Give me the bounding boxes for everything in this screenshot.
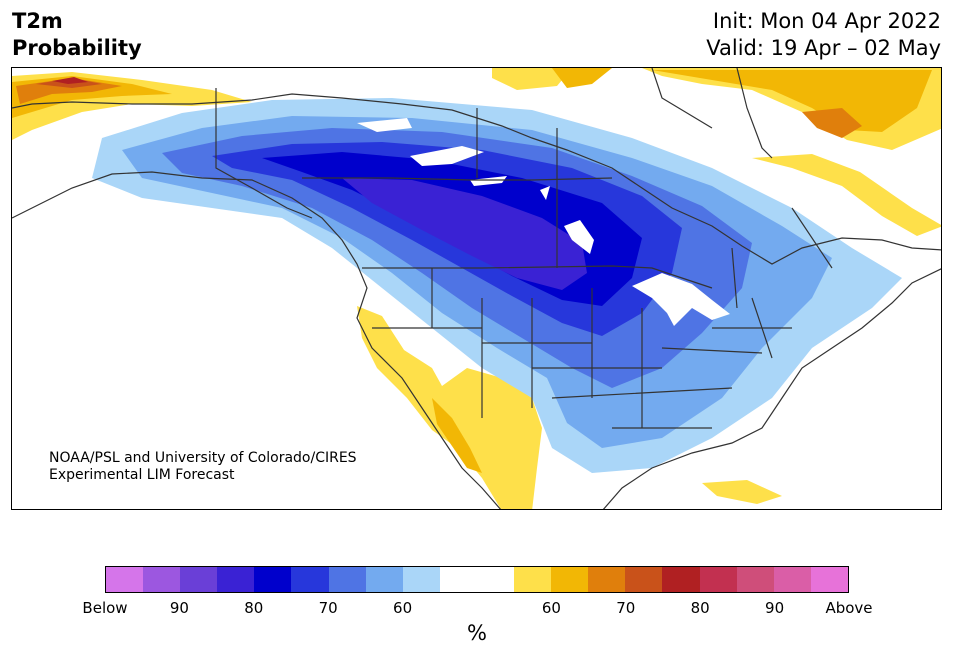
- legend-ticks: Below 90 80 70 60 60 70 80 90 Above: [0, 599, 953, 619]
- init-date: Init: Mon 04 Apr 2022: [712, 9, 941, 33]
- colorbar-segment: [514, 567, 552, 592]
- legend-colorbar: [105, 566, 849, 593]
- colorbar-segment: [476, 567, 515, 592]
- valid-range: Valid: 19 Apr – 02 May: [706, 36, 941, 60]
- colorbar-segment: [773, 567, 811, 592]
- colorbar-segment: [291, 567, 329, 592]
- colorbar-segment: [662, 567, 700, 592]
- colorbar-segment: [625, 567, 663, 592]
- legend-tick-label: 70: [318, 599, 338, 617]
- colorbar-segment: [254, 567, 292, 592]
- credit-line-2: Experimental LIM Forecast: [49, 467, 235, 483]
- colorbar-segment: [588, 567, 626, 592]
- map-panel: [11, 67, 942, 510]
- colorbar-segment: [106, 567, 144, 592]
- legend-tick-label: 80: [690, 599, 710, 617]
- colorbar-segment: [736, 567, 774, 592]
- colorbar-segment: [143, 567, 181, 592]
- legend-tick-label: 80: [244, 599, 264, 617]
- warm-anomaly-regions: [12, 68, 941, 509]
- credit-line-1: NOAA/PSL and University of Colorado/CIRE…: [49, 450, 357, 466]
- variable-title: T2m: [12, 9, 63, 33]
- colorbar-segment: [180, 567, 218, 592]
- legend-tick-label: 70: [616, 599, 636, 617]
- credit-text: NOAA/PSL and University of Colorado/CIRE…: [49, 450, 357, 484]
- lake-shapes: [357, 118, 730, 326]
- legend-tick-label: 60: [541, 599, 561, 617]
- colorbar-segment: [328, 567, 366, 592]
- colorbar-segment: [439, 567, 477, 592]
- colorbar-segment: [402, 567, 440, 592]
- colorbar-segment: [810, 567, 848, 592]
- title-block: T2m Probability: [12, 8, 142, 62]
- metric-title: Probability: [12, 36, 142, 60]
- colorbar-segment: [217, 567, 255, 592]
- date-block: Init: Mon 04 Apr 2022 Valid: 19 Apr – 02…: [706, 8, 941, 62]
- colorbar-segment: [365, 567, 403, 592]
- legend-unit: %: [467, 621, 487, 645]
- colorbar-segment: [699, 567, 737, 592]
- colorbar-segment: [551, 567, 589, 592]
- legend-tick-label: Below: [82, 599, 128, 617]
- legend-tick-label: 60: [393, 599, 413, 617]
- legend-tick-label: 90: [169, 599, 189, 617]
- legend-tick-label: 90: [765, 599, 785, 617]
- legend-tick-label: Above: [825, 599, 873, 617]
- boundary-lines: [12, 68, 941, 509]
- forecast-map: [12, 68, 941, 509]
